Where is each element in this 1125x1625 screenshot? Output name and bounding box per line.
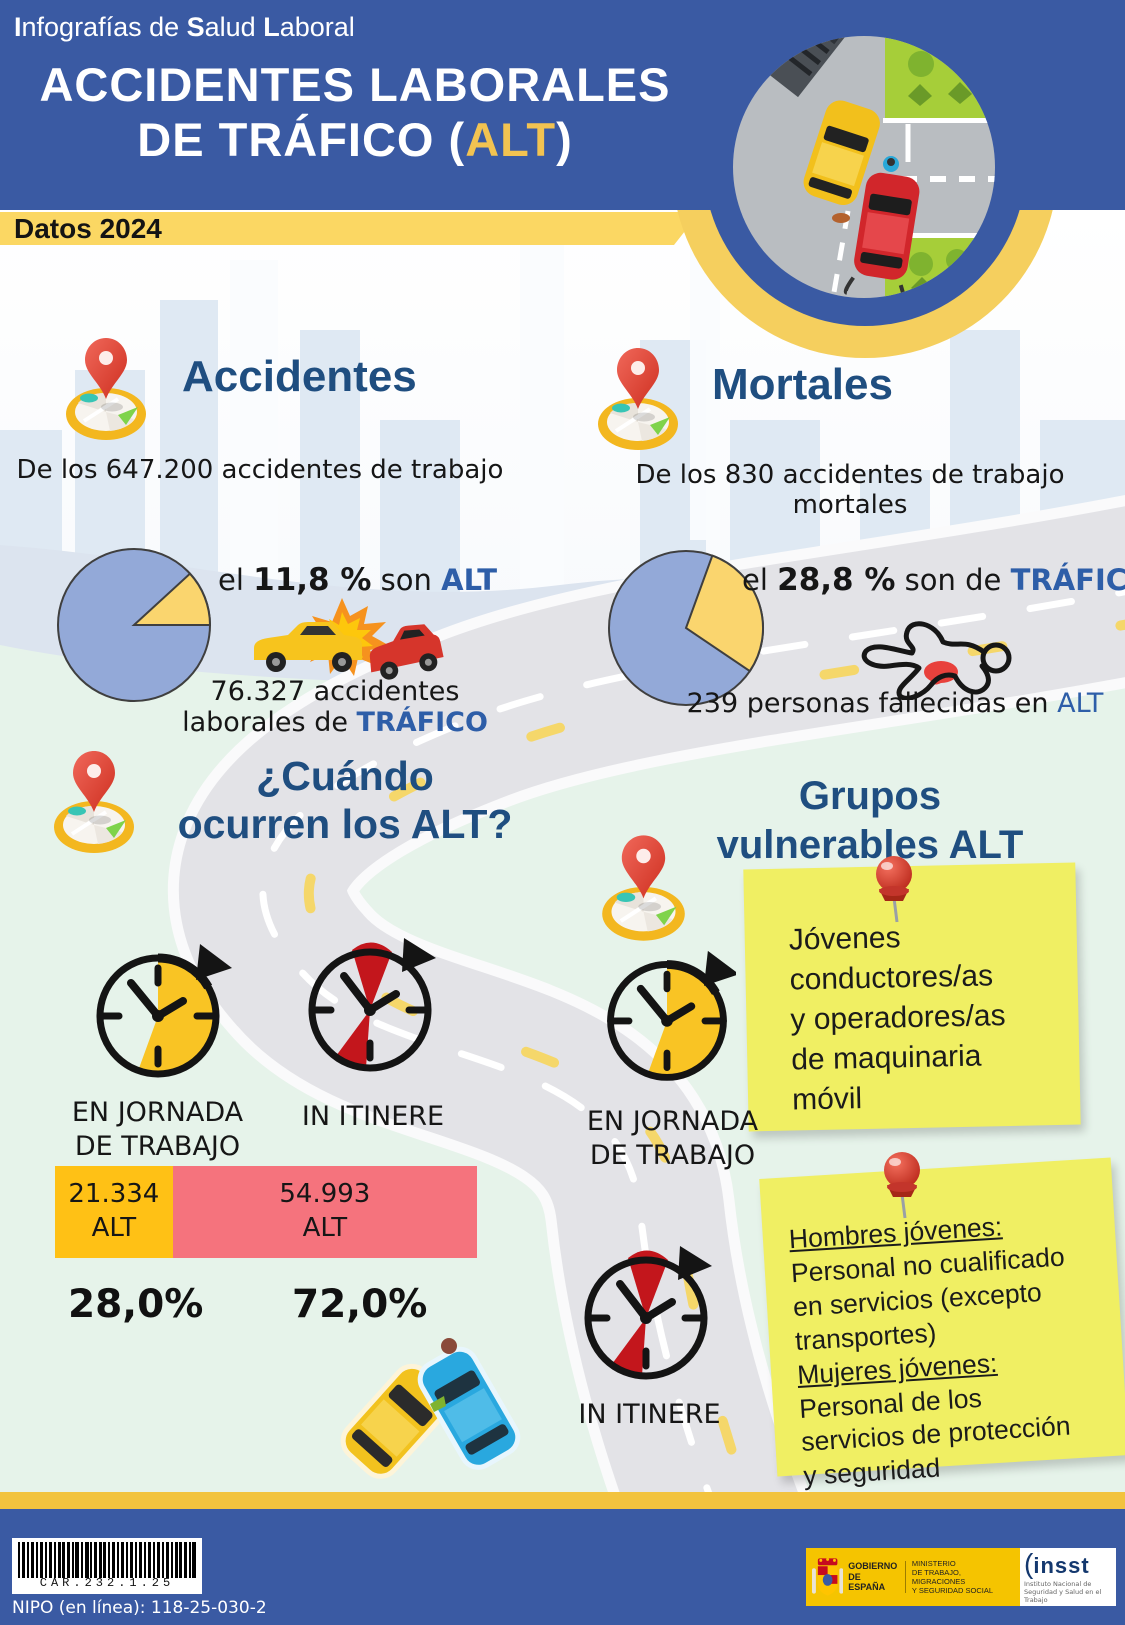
stat-pre: el — [218, 563, 254, 597]
mortales-intro: De los 830 accidentes de trabajo mortale… — [635, 460, 1065, 520]
brand-text: aboral — [279, 12, 355, 42]
page-title: ACCIDENTES LABORALES DE TRÁFICO (ALT) — [25, 58, 685, 168]
bar-segment-itinere: 54.993 ALT — [172, 1166, 477, 1258]
brand-line: Infografías de Salud Laboral — [14, 12, 355, 43]
street-crash-illustration — [733, 36, 995, 298]
note-body-hombres: Personal no cualificado en servicios (ex… — [790, 1241, 1066, 1356]
pie-chart-mortales — [608, 550, 764, 706]
insst-paren: ( — [1024, 1547, 1034, 1579]
clock-jornada-icon — [88, 938, 233, 1088]
push-pin-icon — [882, 1150, 922, 1220]
car-crash-top-icon — [340, 1338, 521, 1479]
stat-mid: son — [371, 563, 442, 597]
map-pin-icon — [64, 336, 148, 441]
nipo-text: NIPO (en línea): 118-25-030-2 — [12, 1598, 267, 1618]
body-outline-icon — [861, 621, 1012, 700]
cuando-heading: ¿Cuándo ocurren los ALT? — [177, 753, 513, 848]
insst-wordmark: (insst — [1024, 1547, 1112, 1579]
jornada-label: EN JORNADA DE TRABAJO — [586, 1106, 759, 1171]
mortales-heading: Mortales — [712, 360, 893, 409]
mortales-stat: el 28,8 % son de TRÁFICO — [742, 562, 1125, 598]
car-crash-side-icon — [254, 598, 444, 680]
accidentes-caption: 76.327 accidentes laborales de TRÁFICO — [160, 676, 510, 738]
note-body-mujeres: Personal de los servicios de protección … — [798, 1382, 1072, 1492]
title-line2-post: ) — [556, 112, 573, 166]
brand-text: nfografías de — [21, 12, 187, 42]
itinere-percentage: 72,0% — [292, 1282, 428, 1327]
gobierno-text: GOBIERNO DE ESPAÑA — [848, 1561, 906, 1593]
map-pin-icon — [596, 832, 691, 942]
hero-crash-photo — [733, 36, 995, 298]
escudo-icon — [812, 1557, 844, 1596]
title-line2-alt: ALT — [465, 112, 557, 166]
brand-initial: L — [263, 12, 280, 42]
accidentes-heading: Accidentes — [182, 352, 417, 401]
title-line2: DE TRÁFICO (ALT) — [25, 113, 685, 168]
stat-accent: TRÁFICO — [1010, 563, 1125, 597]
caption-pre: 76.327 accidentes laborales de — [182, 676, 460, 738]
itinere-label: IN ITINERE — [301, 1101, 445, 1132]
pie-chart-accidentes — [57, 548, 212, 702]
map-pin-icon — [596, 346, 680, 451]
clock-itinere-icon — [300, 932, 442, 1082]
sticky-note-perfiles: Hombres jóvenes: Personal no cualificado… — [759, 1157, 1125, 1491]
accidentes-intro: De los 647.200 accidentes de trabajo — [16, 455, 504, 485]
title-line1: ACCIDENTES LABORALES — [39, 58, 671, 111]
institutional-logos: GOBIERNO DE ESPAÑA MINISTERIO DE TRABAJO… — [806, 1548, 1116, 1606]
barcode-bars — [18, 1542, 196, 1578]
ministerio-text: MINISTERIO DE TRABAJO, MIGRACIONES Y SEG… — [911, 1559, 994, 1595]
title-line2-pre: DE TRÁFICO ( — [137, 112, 466, 166]
footer-yellow-band — [0, 1492, 1125, 1509]
mortales-caption: 239 personas fallecidas en ALT — [680, 688, 1110, 719]
push-pin-icon — [874, 854, 914, 924]
stat-mid: son de — [895, 563, 1011, 597]
stat-accent: ALT — [441, 563, 498, 597]
jornada-percentage: 28,0% — [68, 1282, 204, 1327]
brand-initial: S — [186, 12, 205, 42]
alt-stacked-bar: 21.334 ALT 54.993 ALT — [55, 1166, 477, 1258]
barcode: CAR.232.1.25 — [12, 1538, 202, 1594]
stat-pre: el — [742, 563, 778, 597]
barcode-label: CAR.232.1.25 — [39, 1576, 175, 1590]
insst-caption: Instituto Nacional de Seguridad y Salud … — [1024, 1579, 1102, 1605]
insst-text: insst — [1033, 1552, 1090, 1578]
itinere-label: IN ITINERE — [578, 1399, 721, 1430]
stat-pct: 28,8 % — [777, 562, 896, 598]
caption-accent: TRÁFICO — [356, 707, 488, 738]
clock-jornada-icon — [598, 945, 736, 1091]
brand-initial: I — [14, 12, 22, 42]
brand-text: alud — [204, 12, 264, 42]
jornada-label: EN JORNADA DE TRABAJO — [71, 1097, 244, 1162]
caption-pre: 239 personas fallecidas en — [686, 688, 1058, 719]
caption-accent: ALT — [1057, 688, 1104, 719]
clock-itinere-icon — [576, 1240, 718, 1390]
insst-logo: (insst Instituto Nacional de Seguridad y… — [1020, 1548, 1116, 1606]
stat-pct: 11,8 % — [253, 562, 372, 598]
datos-badge-band — [0, 212, 700, 245]
bar-segment-jornada: 21.334 ALT — [55, 1166, 173, 1258]
datos-badge: Datos 2024 — [14, 213, 162, 244]
accidentes-stat: el 11,8 % son ALT — [218, 562, 497, 598]
gobierno-logo: GOBIERNO DE ESPAÑA MINISTERIO DE TRABAJO… — [806, 1548, 1020, 1606]
